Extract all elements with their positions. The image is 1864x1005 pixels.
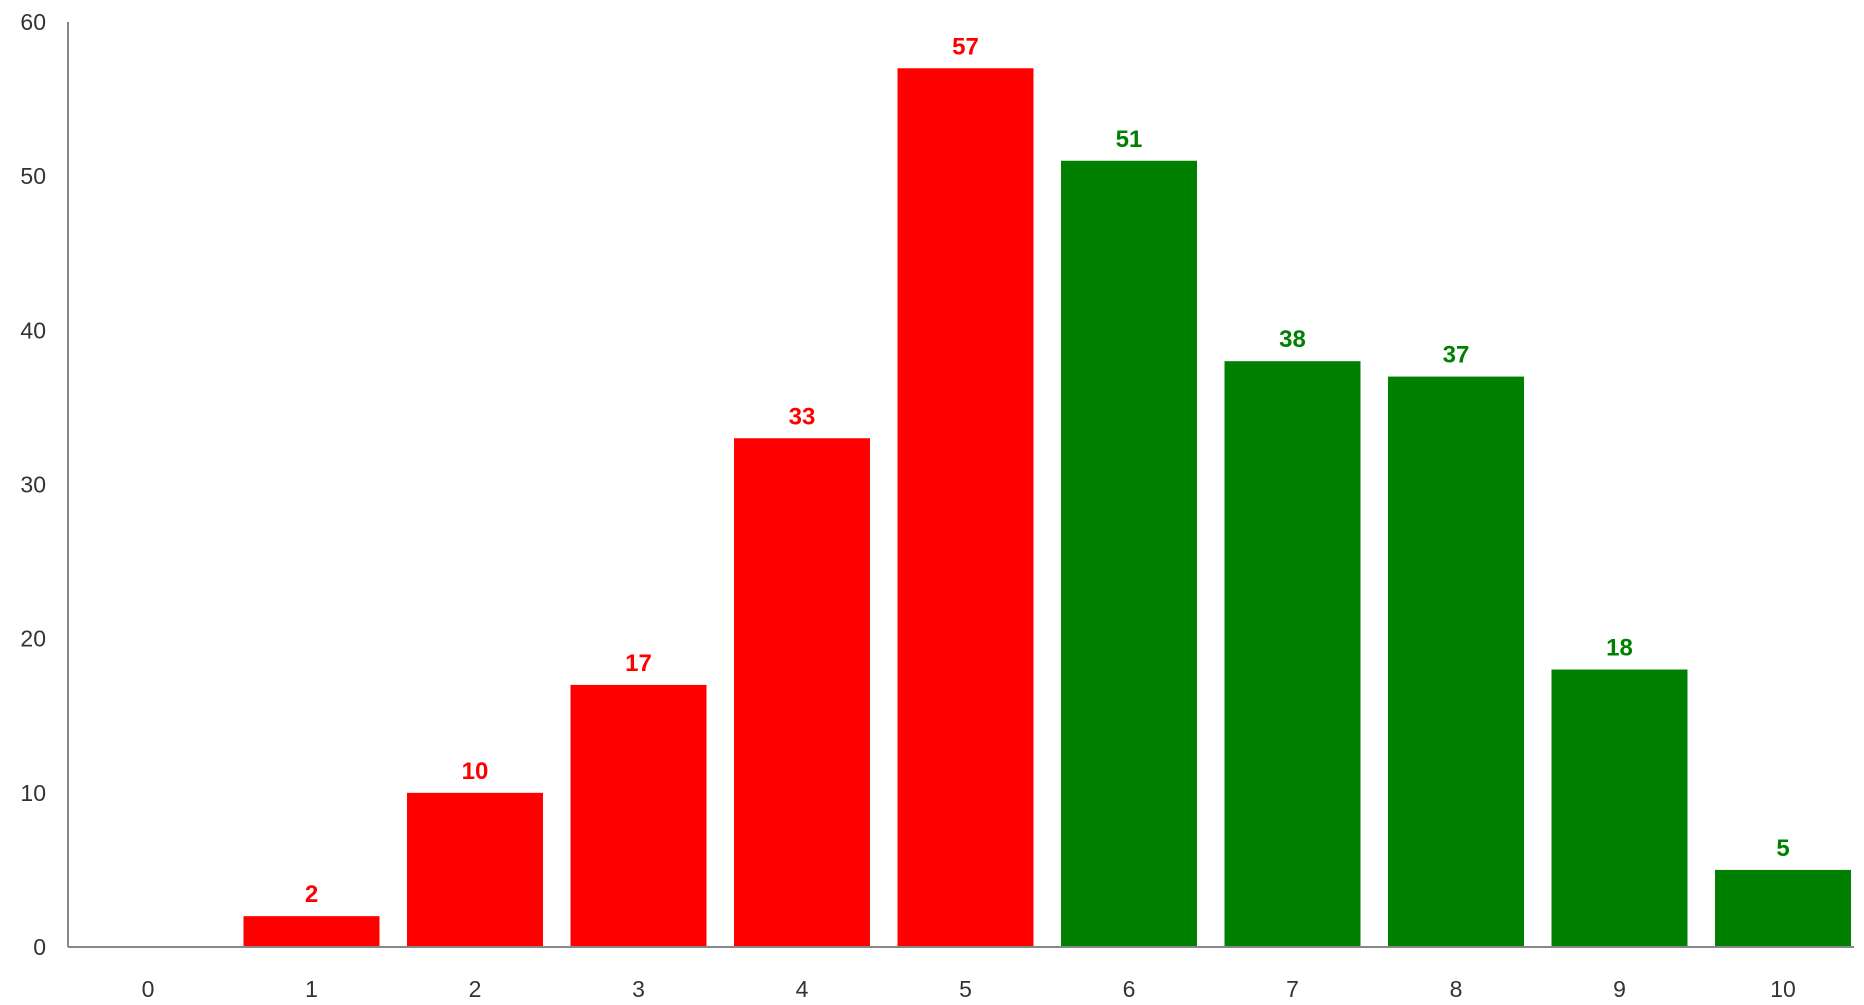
data-label: 37 bbox=[1443, 342, 1470, 369]
y-axis-ticks: 0 10 20 30 40 50 60 bbox=[20, 9, 46, 960]
x-tick-label: 5 bbox=[959, 976, 972, 1002]
bar bbox=[1715, 869, 1851, 947]
y-tick-label: 40 bbox=[20, 317, 46, 343]
data-label: 51 bbox=[1116, 126, 1143, 153]
data-label: 33 bbox=[789, 403, 816, 430]
data-label: 17 bbox=[625, 650, 652, 677]
data-label: 57 bbox=[952, 33, 979, 60]
data-labels: 2 10 17 33 57 51 38 37 18 5 bbox=[305, 33, 1790, 908]
x-tick-label: 4 bbox=[796, 976, 809, 1002]
bars bbox=[243, 68, 1851, 948]
x-tick-label: 6 bbox=[1123, 976, 1136, 1002]
x-axis-ticks: 0 1 2 3 4 5 6 7 8 9 10 bbox=[142, 976, 1796, 1002]
bar bbox=[897, 68, 1034, 947]
y-tick-label: 50 bbox=[20, 163, 46, 189]
bar bbox=[1224, 361, 1361, 948]
x-tick-label: 9 bbox=[1613, 976, 1626, 1002]
y-tick-label: 20 bbox=[20, 626, 46, 652]
x-tick-label: 10 bbox=[1770, 976, 1796, 1002]
bar bbox=[1061, 160, 1197, 947]
x-tick-label: 1 bbox=[305, 976, 318, 1002]
x-tick-label: 2 bbox=[469, 976, 482, 1002]
y-tick-label: 60 bbox=[20, 9, 46, 35]
bar bbox=[407, 792, 543, 947]
x-tick-label: 0 bbox=[142, 976, 155, 1002]
data-label: 38 bbox=[1279, 326, 1306, 353]
data-label: 5 bbox=[1776, 835, 1789, 862]
y-tick-label: 0 bbox=[33, 934, 46, 960]
x-tick-label: 3 bbox=[632, 976, 645, 1002]
x-tick-label: 8 bbox=[1450, 976, 1463, 1002]
y-tick-label: 30 bbox=[20, 472, 46, 498]
data-label: 10 bbox=[462, 758, 489, 785]
bar bbox=[570, 684, 707, 947]
bar bbox=[734, 438, 870, 947]
x-tick-label: 7 bbox=[1286, 976, 1299, 1002]
bar bbox=[243, 916, 380, 947]
bar bbox=[1551, 669, 1688, 947]
bar bbox=[1388, 376, 1524, 947]
y-tick-label: 10 bbox=[20, 780, 46, 806]
data-label: 18 bbox=[1606, 635, 1633, 662]
data-label: 2 bbox=[305, 881, 318, 908]
